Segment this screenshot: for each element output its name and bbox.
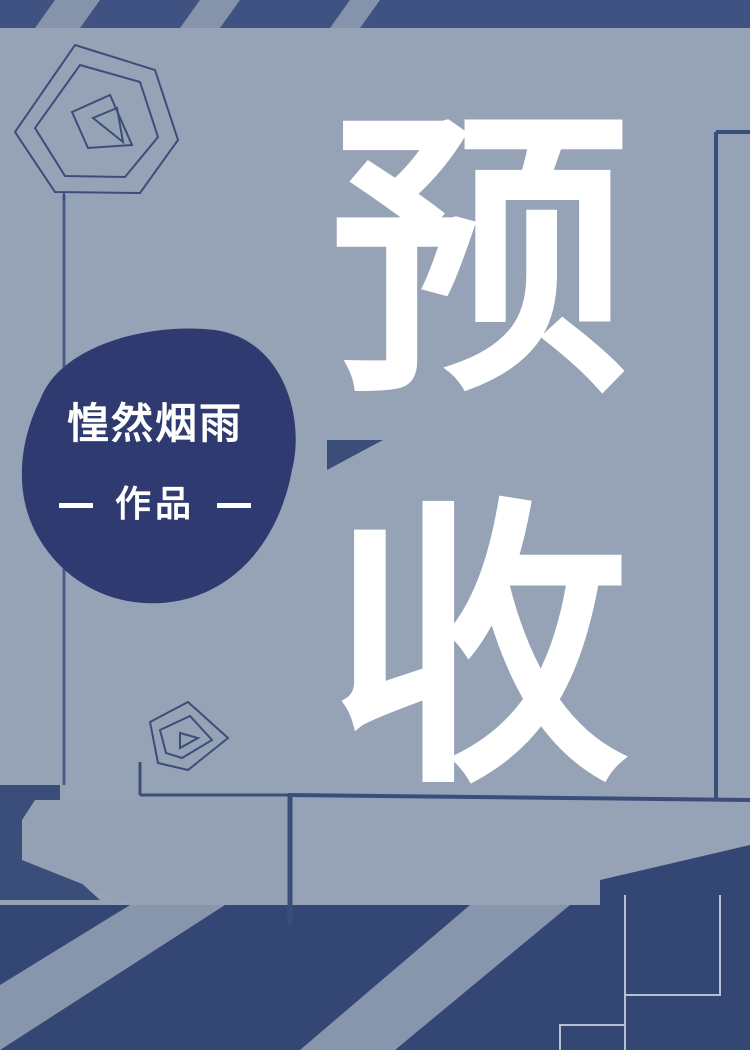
author-name: 惶然烟雨 [66,399,243,448]
stair-line-3 [559,1024,625,1050]
works-label: 作品 [114,484,195,525]
title-char-1: 预 [330,85,630,434]
dash-right [217,502,251,508]
works-label-row: 作品 [30,487,280,523]
dash-left [58,502,93,508]
stair-line-2 [625,895,721,996]
title-char-2: 收 [330,475,630,824]
hexagon-spiral-icon [13,43,180,200]
pentagon-spiral-icon [148,700,230,772]
bottom-band [0,785,750,1050]
triangle-accent [327,440,383,470]
author-badge [21,328,296,604]
top-stripe-band [0,0,750,28]
